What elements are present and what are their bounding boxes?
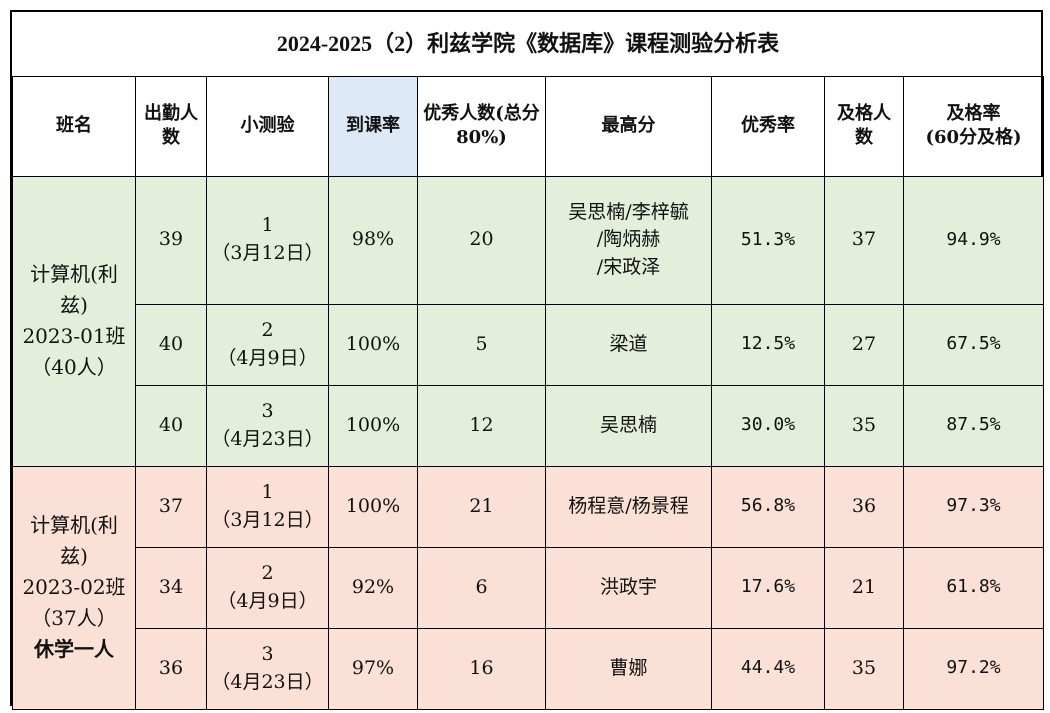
quiz-number: 1 (261, 480, 274, 503)
top-score-cell: 梁道 (545, 303, 712, 386)
excellent-count-cell: 5 (417, 303, 546, 386)
excellent-rate-cell: 51.3% (711, 175, 825, 305)
top-score-cell: 吴思楠 (545, 384, 712, 467)
table-row: 计算机(利 兹) 2023-02班 （37人） 休学一人 37 1 （3月12日… (12, 465, 1044, 710)
excellent-count-cell: 16 (417, 627, 546, 710)
class-name-line: 2023-02班 (22, 575, 126, 599)
header-excellent-count: 优秀人数(总分80%) (417, 75, 546, 177)
quiz-date: （3月12日） (211, 242, 324, 264)
header-attendance: 出勤人数 (135, 75, 207, 177)
attendance-rate-cell: 92% (328, 546, 418, 629)
attendance-cell: 36 (135, 627, 207, 710)
quiz-date: （4月9日） (217, 589, 318, 612)
quiz-analysis-sheet: 2024-2025（2）利兹学院《数据库》课程测验分析表 班名 出勤人数 小测验… (10, 10, 1044, 710)
attendance-cell: 40 (135, 384, 207, 467)
excellent-rate-cell: 30.0% (711, 384, 825, 467)
header-pass-rate-note: (60分及格) (925, 127, 1022, 148)
excellent-count-cell: 6 (417, 546, 546, 629)
top-score-cell: 杨程意/杨景程 (545, 465, 712, 548)
header-top-score: 最高分 (545, 75, 712, 177)
class-name-line: 兹) (60, 544, 88, 568)
quiz-number: 2 (261, 561, 274, 584)
table-row: 计算机(利 兹) 2023-01班 （40人） 39 1 （3月12日） 98%… (12, 175, 1044, 467)
header-pass-rate-label: 及格率 (946, 102, 1001, 124)
quiz-number: 3 (261, 399, 274, 422)
top-score-cell: 曹娜 (545, 627, 712, 710)
class-name-line: 计算机(利 (30, 262, 118, 286)
excellent-rate-cell: 56.8% (711, 465, 825, 548)
pass-rate-cell: 67.5% (903, 303, 1044, 386)
class-name-line: 兹) (60, 293, 88, 317)
attendance-rate-cell: 100% (328, 303, 418, 386)
excellent-rate-cell: 44.4% (711, 627, 825, 710)
header-class-name: 班名 (12, 75, 136, 177)
excellent-count-cell: 12 (417, 384, 546, 467)
quiz-cell: 2 （4月9日） (206, 303, 329, 386)
class-name-line: 2023-01班 (22, 324, 126, 348)
attendance-rate-cell: 97% (328, 627, 418, 710)
excellent-count-cell: 20 (417, 175, 546, 305)
attendance-cell: 37 (135, 465, 207, 548)
excellent-rate-cell: 17.6% (711, 546, 825, 629)
attendance-cell: 40 (135, 303, 207, 386)
class-size: （40人） (31, 355, 117, 379)
pass-count-cell: 35 (824, 627, 904, 710)
quiz-number: 1 (261, 214, 274, 237)
quiz-number: 2 (261, 318, 274, 341)
header-pass-count: 及格人数 (824, 75, 904, 177)
attendance-rate-cell: 100% (328, 384, 418, 467)
quiz-cell: 2 （4月9日） (206, 546, 329, 629)
pass-count-cell: 37 (824, 175, 904, 305)
top-score-name: /陶炳赫 (596, 228, 661, 251)
quiz-date: （4月23日） (211, 670, 324, 693)
header-quiz: 小测验 (206, 75, 329, 177)
class-name-cell: 计算机(利 兹) 2023-01班 （40人） (12, 175, 136, 467)
top-score-name: /宋政泽 (596, 255, 661, 278)
excellent-count-cell: 21 (417, 465, 546, 548)
quiz-cell: 1 （3月12日） (206, 465, 329, 548)
quiz-cell: 3 （4月23日） (206, 627, 329, 710)
pass-rate-cell: 61.8% (903, 546, 1044, 629)
pass-count-cell: 27 (824, 303, 904, 386)
pass-count-cell: 21 (824, 546, 904, 629)
table-row: 34 2 （4月9日） 92% 6 洪政宇 17.6% 21 61.8% (13, 546, 1044, 629)
excellent-rate-cell: 12.5% (711, 303, 825, 386)
attendance-rate-cell: 98% (328, 175, 418, 305)
header-attendance-rate: 到课率 (328, 75, 418, 177)
attendance-cell: 34 (135, 546, 207, 629)
quiz-cell: 1 （3月12日） (206, 175, 329, 305)
pass-rate-cell: 97.2% (903, 627, 1044, 710)
class-name-line: 计算机(利 (30, 513, 118, 537)
attendance-rate-cell: 100% (328, 465, 418, 548)
pass-count-cell: 36 (824, 465, 904, 548)
quiz-analysis-table: 2024-2025（2）利兹学院《数据库》课程测验分析表 班名 出勤人数 小测验… (12, 12, 1044, 710)
top-score-name: 吴思楠/李梓毓 (568, 200, 689, 223)
table-row: 40 2 （4月9日） 100% 5 梁道 12.5% 27 67.5% (13, 303, 1044, 386)
attendance-cell: 39 (135, 175, 207, 305)
quiz-date: （4月9日） (217, 346, 318, 369)
header-pass-rate: 及格率 (60分及格) (903, 75, 1044, 177)
top-score-cell: 吴思楠/李梓毓 /陶炳赫 /宋政泽 (545, 175, 712, 305)
quiz-cell: 3 （4月23日） (206, 384, 329, 467)
pass-count-cell: 35 (824, 384, 904, 467)
table-row: 40 3 （4月23日） 100% 12 吴思楠 30.0% 35 87.5% (13, 384, 1044, 467)
top-score-cell: 洪政宇 (545, 546, 712, 629)
pass-rate-cell: 87.5% (903, 384, 1044, 467)
class-name-cell: 计算机(利 兹) 2023-02班 （37人） 休学一人 (12, 465, 136, 710)
class-note: 休学一人 (34, 637, 114, 661)
pass-rate-cell: 94.9% (903, 175, 1044, 305)
table-row: 36 3 （4月23日） 97% 16 曹娜 44.4% 35 97.2% (13, 627, 1044, 710)
class-size: （37人） (31, 606, 117, 630)
pass-rate-cell: 97.3% (903, 465, 1044, 548)
quiz-date: （3月12日） (211, 508, 324, 531)
quiz-date: （4月23日） (211, 427, 324, 450)
quiz-number: 3 (261, 642, 274, 665)
header-excellent-rate: 优秀率 (711, 75, 825, 177)
page-title: 2024-2025（2）利兹学院《数据库》课程测验分析表 (12, 12, 1044, 77)
